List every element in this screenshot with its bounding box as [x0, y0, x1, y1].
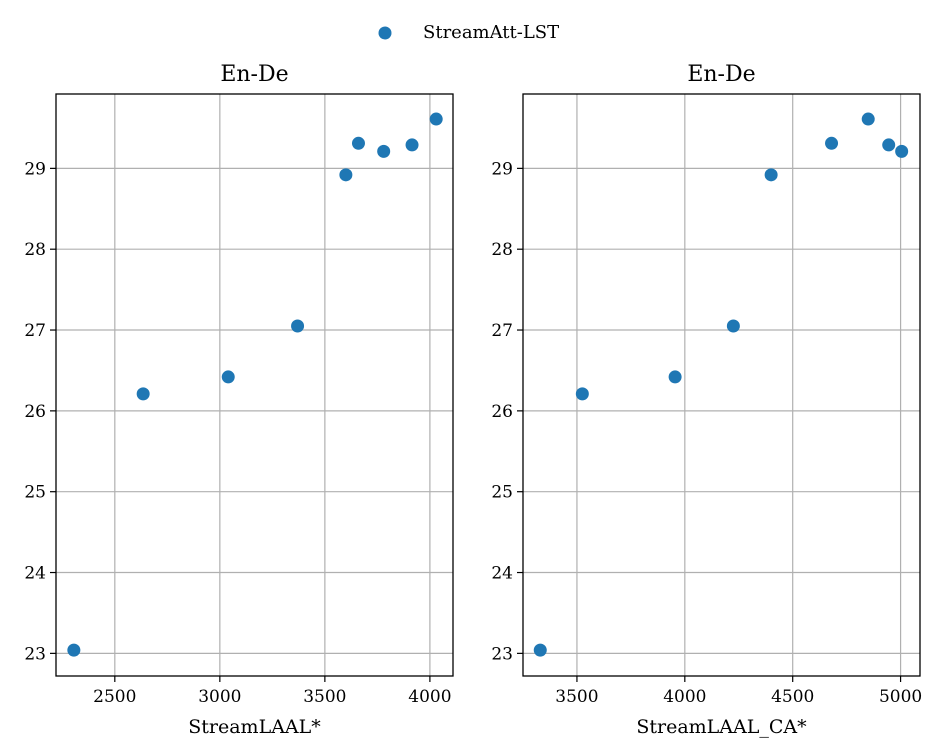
x-tick-label: 3000 — [198, 687, 241, 707]
legend-marker — [378, 26, 392, 40]
data-point — [882, 138, 896, 152]
data-point — [575, 387, 589, 401]
data-point — [377, 144, 391, 158]
plot-frame — [522, 93, 921, 677]
data-point — [339, 168, 353, 182]
y-tick-label: 23 — [491, 644, 513, 664]
x-tick-label: 4500 — [771, 687, 814, 707]
y-tick-label: 24 — [24, 564, 46, 584]
data-point — [861, 112, 875, 126]
plot-frame — [55, 93, 454, 677]
data-point — [67, 643, 81, 657]
data-point — [825, 136, 839, 150]
y-tick-label: 25 — [24, 483, 46, 503]
x-axis-label: StreamLAAL* — [188, 716, 321, 738]
data-point — [429, 112, 443, 126]
data-point — [351, 136, 365, 150]
y-tick-label: 23 — [24, 644, 46, 664]
data-point — [221, 370, 235, 384]
chart-title: En-De — [220, 62, 288, 87]
y-tick-label: 28 — [491, 240, 513, 260]
y-tick-label: 27 — [24, 321, 46, 341]
data-point — [405, 138, 419, 152]
data-point — [136, 387, 150, 401]
x-tick-label: 4000 — [408, 687, 451, 707]
chart-panel-2: 3500 4000 4500 5000 23 24 25 26 27 28 29 En-De Strea… — [491, 62, 922, 738]
y-tick-label: 28 — [24, 240, 46, 260]
data-point — [726, 319, 740, 333]
data-point — [291, 319, 305, 333]
legend: StreamAtt-LST — [378, 22, 559, 43]
chart-panel-1: 2500 3000 3500 4000 23 24 25 26 27 28 29 En-De Strea… — [24, 62, 454, 738]
x-tick-label: 2500 — [93, 687, 136, 707]
y-tick-label: 26 — [491, 402, 513, 422]
y-tick-label: 24 — [491, 564, 513, 584]
y-tick-label: 25 — [491, 483, 513, 503]
y-tick-label: 27 — [491, 321, 513, 341]
x-tick-label: 3500 — [555, 687, 598, 707]
data-point — [668, 370, 682, 384]
data-point — [895, 144, 909, 158]
legend-label: StreamAtt-LST — [423, 22, 559, 43]
y-tick-label: 29 — [24, 159, 46, 179]
chart-title: En-De — [687, 62, 755, 87]
data-point — [764, 168, 778, 182]
data-point — [533, 643, 547, 657]
y-tick-label: 26 — [24, 402, 46, 422]
x-tick-label: 4000 — [663, 687, 706, 707]
x-tick-label: 3500 — [303, 687, 346, 707]
x-axis-label: StreamLAAL_CA* — [636, 716, 807, 738]
x-tick-label: 5000 — [879, 687, 922, 707]
y-tick-label: 29 — [491, 159, 513, 179]
